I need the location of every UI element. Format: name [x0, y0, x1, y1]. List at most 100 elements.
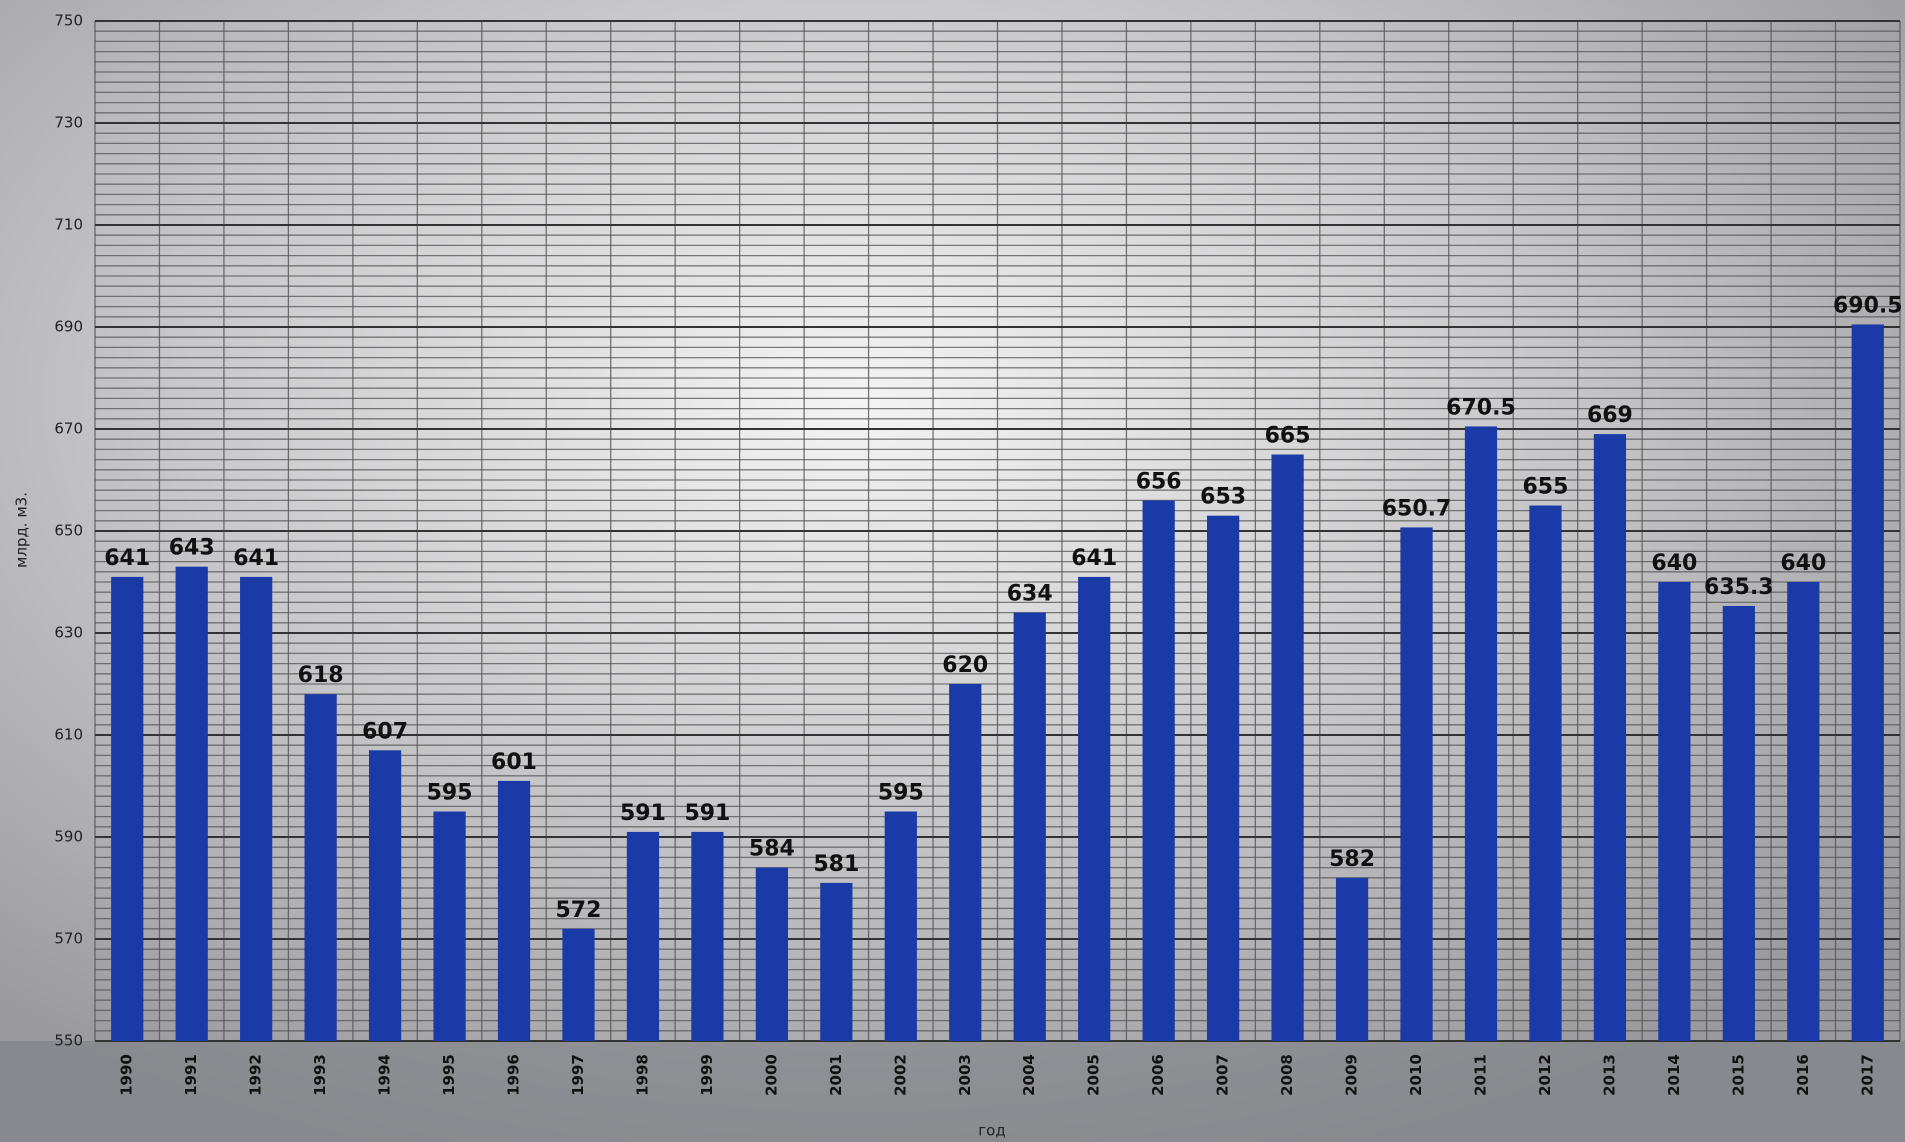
x-tick-label: 2014	[1665, 1054, 1683, 1096]
value-label: 591	[620, 801, 666, 826]
bar	[433, 811, 466, 1041]
x-tick-label: 2003	[956, 1054, 974, 1096]
bar	[111, 576, 144, 1041]
value-label: 650.7	[1382, 496, 1452, 521]
y-axis-label: млрд. м3.	[13, 492, 31, 568]
value-label: 584	[749, 837, 795, 862]
value-label: 665	[1265, 424, 1311, 449]
value-label: 669	[1587, 403, 1633, 428]
x-tick-label: 2004	[1020, 1054, 1038, 1096]
bar	[1658, 582, 1691, 1041]
value-label: 581	[813, 852, 859, 877]
value-label: 653	[1200, 485, 1246, 510]
x-tick-label: 2005	[1085, 1054, 1103, 1096]
x-tick-label: 1995	[440, 1054, 458, 1096]
value-label: 640	[1780, 551, 1826, 576]
y-tick-label: 610	[54, 726, 83, 744]
x-tick-label: 2017	[1858, 1054, 1876, 1096]
bar	[884, 811, 917, 1041]
bar	[1013, 612, 1046, 1041]
bar	[175, 566, 208, 1041]
bar	[1593, 434, 1627, 1042]
bar	[368, 750, 402, 1041]
x-tick-label: 2001	[827, 1054, 845, 1096]
y-tick-label: 750	[54, 12, 83, 30]
y-tick-label: 630	[54, 624, 83, 642]
bar	[691, 831, 724, 1041]
x-tick-label: 1994	[376, 1054, 394, 1096]
x-tick-label: 1991	[182, 1054, 200, 1096]
x-tick-label: 2010	[1407, 1054, 1425, 1096]
bar	[1078, 576, 1111, 1041]
x-tick-label: 2011	[1471, 1054, 1489, 1096]
bar	[562, 928, 595, 1041]
footer-band	[0, 1041, 1905, 1142]
y-tick-label: 650	[54, 522, 83, 540]
y-tick-label: 710	[54, 216, 83, 234]
bar	[820, 882, 853, 1041]
x-tick-label: 1997	[569, 1054, 587, 1096]
value-label: 641	[104, 546, 150, 571]
y-tick-label: 690	[54, 318, 83, 336]
value-label: 572	[556, 898, 602, 923]
bar	[755, 867, 788, 1041]
value-label: 618	[298, 663, 344, 688]
value-label: 643	[169, 536, 215, 561]
value-label: 595	[427, 781, 473, 806]
value-label: 640	[1651, 551, 1697, 576]
value-label: 641	[1071, 546, 1117, 571]
y-tick-label: 570	[54, 930, 83, 948]
x-tick-label: 1990	[118, 1054, 136, 1096]
x-tick-label: 2015	[1729, 1054, 1747, 1096]
x-tick-label: 2012	[1536, 1054, 1554, 1096]
x-tick-label: 2006	[1149, 1054, 1167, 1096]
y-tick-label: 590	[54, 828, 83, 846]
value-label: 607	[362, 719, 408, 744]
x-tick-label: 2000	[762, 1054, 780, 1096]
x-axis-label: год	[978, 1122, 1005, 1140]
value-label: 690.5	[1833, 293, 1903, 318]
bar	[240, 576, 273, 1041]
bar	[949, 684, 982, 1041]
bar	[1142, 500, 1175, 1041]
value-label: 634	[1007, 582, 1053, 607]
value-label: 655	[1522, 475, 1568, 500]
bar	[497, 780, 531, 1041]
x-tick-label: 1999	[698, 1054, 716, 1096]
value-label: 635.3	[1704, 575, 1774, 600]
value-label: 620	[942, 653, 988, 678]
value-label: 601	[491, 750, 537, 775]
bar	[1722, 605, 1755, 1041]
bar	[1851, 324, 1884, 1041]
bar	[1271, 454, 1304, 1041]
x-tick-label: 1998	[633, 1054, 651, 1096]
x-tick-label: 2016	[1794, 1054, 1812, 1096]
value-label: 656	[1136, 469, 1182, 494]
bar	[1335, 877, 1369, 1041]
y-tick-label: 550	[54, 1032, 83, 1050]
x-tick-label: 2009	[1343, 1054, 1361, 1096]
x-tick-label: 1993	[311, 1054, 329, 1096]
value-label: 670.5	[1446, 395, 1516, 420]
bar	[626, 831, 660, 1041]
x-tick-label: 1996	[505, 1054, 523, 1096]
x-tick-label: 2013	[1600, 1054, 1618, 1096]
bar	[1400, 527, 1433, 1041]
bar	[1787, 582, 1820, 1041]
x-tick-label: 2007	[1214, 1054, 1232, 1096]
value-label: 595	[878, 781, 924, 806]
value-label: 591	[684, 801, 730, 826]
bar	[304, 694, 337, 1041]
x-tick-label: 1992	[247, 1054, 265, 1096]
x-tick-label: 2002	[891, 1054, 909, 1096]
bar	[1207, 515, 1240, 1041]
y-tick-label: 670	[54, 420, 83, 438]
bar	[1529, 505, 1562, 1041]
bar	[1464, 426, 1498, 1041]
x-tick-label: 2008	[1278, 1054, 1296, 1096]
value-label: 582	[1329, 847, 1375, 872]
y-tick-label: 730	[54, 114, 83, 132]
value-label: 641	[233, 546, 279, 571]
